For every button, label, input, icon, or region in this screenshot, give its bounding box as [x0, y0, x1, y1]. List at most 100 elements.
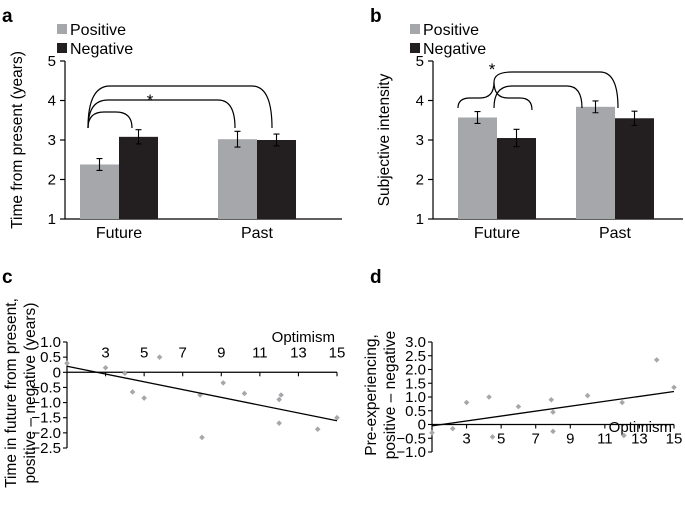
y-tick-label: 5: [48, 53, 56, 70]
y-tick-label: 1: [416, 211, 424, 228]
bar-positive: [576, 106, 615, 219]
y-tick-label: 1.5: [405, 375, 426, 392]
panel-label-d: d: [370, 267, 382, 288]
x-tick-label: 3: [101, 344, 109, 361]
scatter-point: [102, 364, 109, 371]
significance-bracket: [87, 99, 236, 129]
significance-marker: *: [147, 91, 154, 110]
panel-label-c: c: [2, 267, 13, 288]
bar-negative: [497, 138, 536, 219]
scatter-point: [584, 392, 591, 399]
y-axis-label-line: Time in future from present,: [3, 298, 20, 488]
x-tick-label: 3: [462, 431, 470, 448]
scatter-point: [550, 428, 556, 435]
y-tick-label: 3: [416, 132, 424, 149]
error-bar: [273, 133, 280, 147]
scatter-point: [314, 426, 321, 433]
x-category-label: Past: [599, 225, 632, 242]
error-bar: [592, 100, 599, 114]
chart-a: 1 2 3 4 5 Time from present (years) Future Past…: [9, 22, 342, 242]
significance-bracket: [493, 85, 583, 109]
x-tick-label: 13: [290, 344, 307, 361]
scatter-point: [463, 399, 470, 406]
y-tick-label: 4: [416, 93, 424, 110]
scatter-point: [156, 354, 163, 360]
x-tick-label: 15: [666, 431, 683, 448]
scatter-point: [278, 392, 284, 398]
legend-swatch-negative: [57, 43, 67, 53]
bar-negative: [615, 118, 654, 219]
scatter-point: [241, 390, 248, 397]
bar-negative: [257, 140, 296, 219]
bar-positive: [458, 117, 497, 219]
x-tick-label: 11: [252, 344, 268, 361]
x-tick-label: 5: [497, 431, 505, 448]
legend-label-positive: Positive: [423, 22, 479, 39]
x-tick-label: 9: [217, 344, 225, 361]
legend-label-positive: Positive: [70, 22, 126, 39]
y-tick-label: −0.5: [31, 379, 61, 396]
bar-negative: [119, 136, 158, 219]
y-axis-label-line: positive – negative: [382, 331, 399, 459]
error-bar: [135, 129, 142, 145]
scatter-point: [141, 395, 147, 401]
scatter-point: [276, 420, 282, 426]
error-bar: [513, 128, 520, 148]
legend-swatch-positive: [57, 24, 67, 34]
x-tick-label: 15: [329, 344, 346, 361]
y-tick-label: 2: [416, 172, 424, 189]
x-tick-label: 11: [597, 431, 613, 448]
y-axis-label: Subjective intensity: [376, 73, 393, 206]
y-tick-label: −1.5: [31, 410, 61, 427]
legend-label-negative: Negative: [70, 41, 133, 58]
scatter-point: [334, 414, 340, 421]
y-tick-label: 1: [48, 211, 56, 228]
x-axis-label: Optimism: [272, 329, 335, 346]
scatter-point: [653, 357, 660, 363]
legend-label-negative: Negative: [423, 41, 486, 58]
y-tick-label: 3.0: [405, 334, 426, 351]
scatter-point: [129, 389, 136, 395]
x-axis-label: Optimism: [609, 419, 672, 436]
significance-bracket: [493, 71, 619, 109]
x-category-label: Past: [241, 225, 274, 242]
x-tick-label: 9: [566, 431, 574, 448]
y-tick-label: 0: [418, 417, 426, 434]
scatter-point: [64, 360, 70, 366]
y-tick-label: −2.0: [31, 425, 61, 442]
scatter-point: [671, 384, 677, 391]
error-bar: [234, 130, 241, 148]
scatter-point: [548, 396, 555, 403]
panel-label-b: b: [370, 6, 382, 27]
x-tick-label: 5: [140, 344, 148, 361]
chart-b: 1 2 3 4 5 Subjective intensity Future Past Posit…: [376, 22, 683, 242]
y-tick-label: 5: [416, 53, 424, 70]
y-tick-label: 2.0: [405, 362, 426, 379]
bar-positive: [218, 139, 257, 219]
scatter-point: [515, 403, 522, 410]
y-tick-label: 0.5: [40, 349, 61, 366]
x-tick-label: 7: [532, 431, 540, 448]
y-axis-label: Time from present (years): [9, 51, 26, 229]
y-tick-label: 3: [48, 132, 56, 149]
scatter-point: [122, 370, 128, 376]
x-tick-label: 7: [179, 344, 187, 361]
scatter-point: [486, 394, 492, 400]
legend-swatch-negative: [410, 43, 420, 53]
scatter-point: [276, 396, 282, 403]
error-bar: [631, 110, 638, 126]
error-bar: [474, 111, 481, 124]
chart-d: 3.02.52.01.51.00.50−0.5−1.0 3 5 7 9 11 13 15Opt…: [363, 331, 682, 461]
scatter-point: [449, 425, 456, 432]
chart-c: 1.00.50−0.5−1.0−1.5−2.0−2.5 3 5 7 9 11 13 15Opt…: [3, 298, 345, 488]
x-category-label: Future: [96, 225, 142, 242]
scatter-point: [429, 429, 435, 436]
trend-line: [431, 390, 675, 427]
scatter-point: [197, 392, 203, 398]
significance-marker: *: [489, 60, 496, 79]
scatter-point: [199, 434, 205, 441]
y-tick-label: −1.0: [396, 444, 426, 461]
error-bar: [96, 158, 103, 171]
y-axis-label-line: positive – negative (years): [22, 303, 39, 484]
